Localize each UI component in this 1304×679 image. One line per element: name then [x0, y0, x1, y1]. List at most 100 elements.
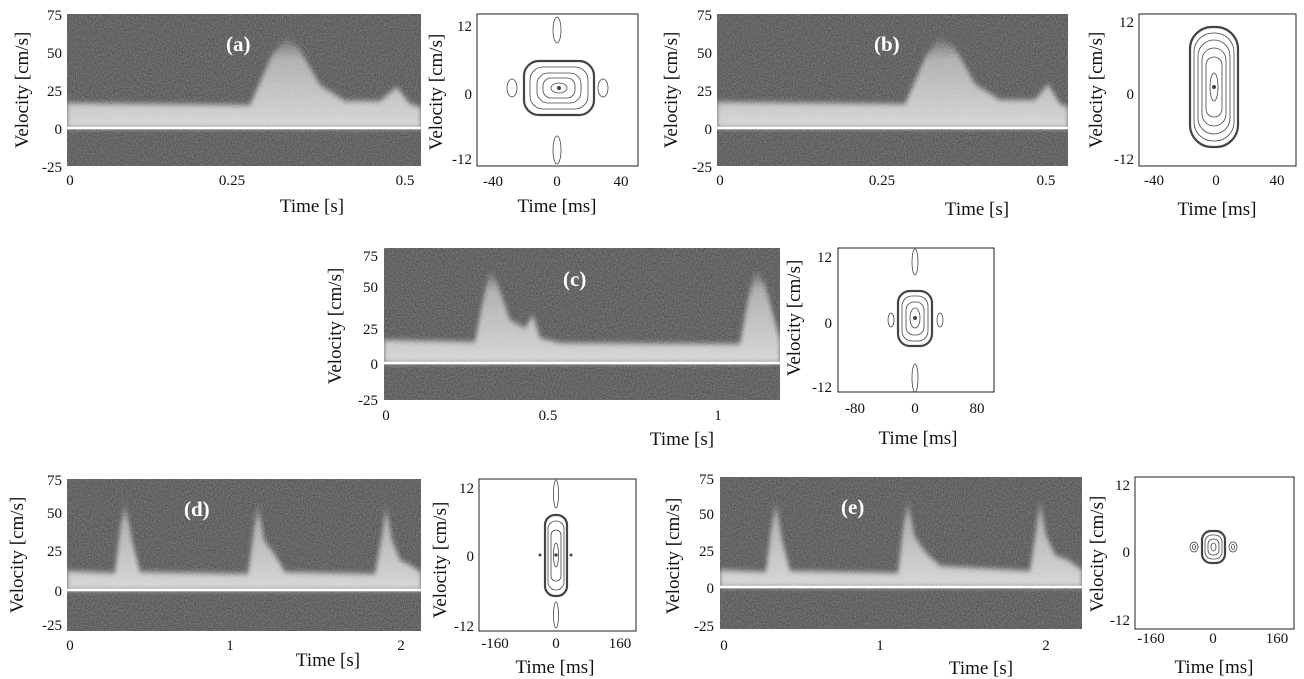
y-tick-label: 0	[825, 316, 833, 332]
x-axis-label: Time [s]	[650, 429, 714, 450]
x-tick-labels: 0 1 2	[720, 638, 1050, 654]
y-axis-label: Velocity [cm/s]	[325, 268, 346, 385]
y-tick-label: 12	[817, 250, 832, 266]
y-axis-label: Velocity [cm/s]	[661, 32, 682, 149]
flow-envelope	[384, 268, 780, 363]
x-tick-label: -80	[845, 401, 865, 417]
x-tick-label: 0	[66, 638, 74, 654]
x-tick-labels: 0 0.5 1	[382, 408, 722, 424]
x-tick-label: 0.25	[869, 173, 895, 189]
y-tick-label: 12	[459, 481, 474, 497]
y-tick-labels: 75 50 25 0 -25	[358, 249, 378, 409]
panel-label: (d)	[184, 497, 210, 521]
x-axis-label: Time [ms]	[878, 428, 957, 449]
y-tick-label: 0	[467, 549, 475, 565]
panel-c: (c) 75 50 25 0 -25 0 0.5 1 Time [s] Velo…	[325, 247, 995, 450]
y-tick-label: 25	[363, 322, 378, 338]
ambiguity-d: 12 0 -12 -160 0 160 Time [ms] Velocity […	[430, 478, 637, 678]
y-tick-label: 75	[363, 249, 378, 265]
y-tick-label: 75	[697, 8, 712, 24]
y-axis-label: Velocity [cm/s]	[784, 260, 805, 377]
contour-lines	[887, 248, 944, 393]
x-tick-label: 160	[1266, 631, 1289, 647]
x-tick-label: 2	[1042, 638, 1050, 654]
x-tick-labels: 0 1 2	[66, 638, 405, 654]
x-tick-label: 40	[1270, 173, 1285, 189]
x-tick-label: 0	[911, 401, 919, 417]
ambiguity-e: 12 0 -12 -160 0 160 Time [ms] Velocity […	[1087, 476, 1295, 678]
x-axis-label: Time [s]	[949, 658, 1013, 679]
x-tick-label: 1	[876, 638, 884, 654]
speckle-noise	[384, 248, 780, 400]
ambiguity-b: 12 0 -12 -40 0 40 Time [ms] Velocity [cm…	[1086, 13, 1297, 220]
y-axis-label: Velocity [cm/s]	[1086, 32, 1107, 149]
y-axis-label: Velocity [cm/s]	[12, 32, 33, 149]
y-tick-label: -25	[358, 393, 378, 409]
y-tick-label: -12	[812, 380, 832, 396]
spectrogram-b: (b) 75 50 25 0 -25 0 0.25 0.5 Time [s] V…	[661, 8, 1068, 220]
x-tick-label: -160	[1137, 631, 1165, 647]
x-tick-label: 0	[382, 408, 390, 424]
speckle-noise	[67, 14, 421, 166]
spectrogram-d: (d) 75 50 25 0 -25 0 1 2 Time [s] Veloci…	[7, 473, 421, 671]
x-tick-label: 2	[397, 638, 405, 654]
x-axis-label: Time [s]	[945, 199, 1009, 220]
x-tick-label: -160	[481, 636, 509, 652]
flow-envelope	[717, 36, 1068, 128]
y-tick-label: 25	[699, 544, 714, 560]
spectrogram-e: (e) 75 50 25 0 -25 0 1 2 Time [s] Veloci…	[663, 472, 1082, 679]
x-axis-label: Time [s]	[296, 650, 360, 671]
x-axis-label: Time [ms]	[1174, 657, 1253, 678]
y-tick-label: 0	[1123, 545, 1131, 561]
speckle-noise	[717, 14, 1068, 166]
y-tick-label: 75	[699, 472, 714, 488]
flow-envelope	[67, 36, 421, 128]
contour-lines	[506, 16, 609, 165]
y-tick-label: 0	[465, 87, 473, 103]
x-tick-labels: 0 0.25 0.5	[716, 173, 1055, 189]
ambiguity-a: 12 0 -12 -40 0 40 Time [ms] Velocity [cm…	[426, 13, 639, 217]
y-tick-label: 25	[697, 84, 712, 100]
panel-label: (e)	[841, 495, 864, 519]
x-tick-label: 0	[716, 173, 724, 189]
panel-label: (a)	[226, 32, 251, 56]
x-tick-labels: 0 0.25 0.5	[66, 173, 414, 189]
y-tick-label: -12	[452, 152, 472, 168]
y-tick-label: 50	[697, 46, 712, 62]
y-tick-label: 12	[1119, 15, 1134, 31]
y-tick-label: 50	[47, 46, 62, 62]
x-tick-label: 0.5	[396, 173, 415, 189]
x-tick-label: 40	[614, 174, 629, 190]
flow-envelope	[67, 500, 421, 590]
x-axis-label: Time [ms]	[517, 196, 596, 217]
contour-lines	[1189, 529, 1238, 565]
y-tick-label: -25	[42, 160, 62, 176]
plot-frame	[837, 247, 995, 393]
y-tick-label: -12	[454, 619, 474, 635]
y-axis-label: Velocity [cm/s]	[426, 34, 447, 151]
x-tick-label: 0	[552, 636, 560, 652]
panel-a: (a) 75 50 25 0 -25 0 0.25 0.5 Time [s] V…	[12, 8, 639, 217]
plot-frame	[1138, 13, 1297, 167]
y-tick-label: 0	[371, 357, 379, 373]
y-tick-label: -25	[42, 618, 62, 634]
x-tick-label: 1	[714, 408, 722, 424]
x-tick-label: 1	[226, 638, 234, 654]
y-tick-label: -25	[692, 160, 712, 176]
contour-lines	[1188, 25, 1240, 149]
y-tick-labels: 75 50 25 0 -25	[42, 8, 62, 176]
plot-frame	[1134, 476, 1295, 630]
x-tick-label: 0.25	[219, 173, 245, 189]
spectrogram-c: (c) 75 50 25 0 -25 0 0.5 1 Time [s] Velo…	[325, 248, 780, 450]
spectrogram-a: (a) 75 50 25 0 -25 0 0.25 0.5 Time [s] V…	[12, 8, 421, 217]
x-axis-label: Time [s]	[280, 196, 344, 217]
y-tick-label: 0	[707, 581, 715, 597]
y-tick-label: 12	[1115, 478, 1130, 494]
y-axis-label: Velocity [cm/s]	[430, 502, 451, 619]
panel-b: (b) 75 50 25 0 -25 0 0.25 0.5 Time [s] V…	[661, 8, 1297, 220]
x-axis-label: Time [ms]	[515, 657, 594, 678]
x-tick-label: 80	[970, 401, 985, 417]
y-tick-label: 50	[699, 507, 714, 523]
y-tick-label: 25	[47, 84, 62, 100]
